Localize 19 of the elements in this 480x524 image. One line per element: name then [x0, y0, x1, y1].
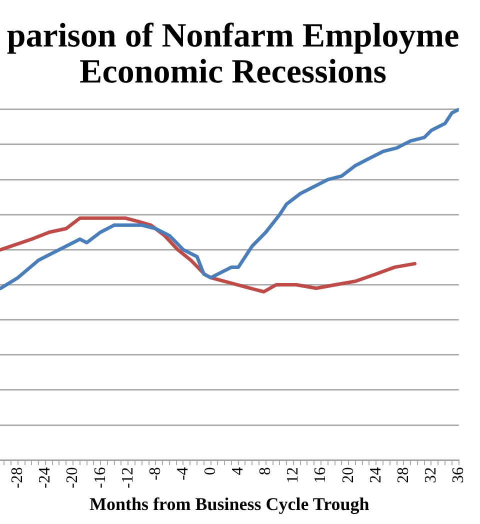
x-axis-title: Months from Business Cycle Trough — [90, 494, 370, 514]
x-tick-label: 36 — [450, 467, 468, 484]
x-tick-label: 24 — [367, 467, 384, 484]
x-tick-label: -4 — [174, 467, 192, 480]
x-tick-label: 32 — [422, 467, 440, 484]
chart-title: parison of Nonfarm Employme Economic Recessions — [6, 18, 460, 90]
x-tick-label: 28 — [394, 467, 412, 484]
x-tick-label: -12 — [119, 467, 136, 488]
x-tick-label: 4 — [230, 467, 247, 476]
x-tick-label: -16 — [92, 467, 109, 488]
x-tick-label: -28 — [9, 467, 26, 488]
x-tick-label: 20 — [340, 467, 357, 484]
x-tick-label: -8 — [146, 467, 164, 480]
x-tick-label: 8 — [257, 467, 274, 476]
x-tick-label: -24 — [36, 467, 54, 488]
x-tick-label: -20 — [64, 467, 82, 488]
x-tick-label: 0 — [202, 467, 220, 476]
x-tick-label: 16 — [312, 467, 330, 484]
x-tick-label: 12 — [284, 467, 302, 484]
